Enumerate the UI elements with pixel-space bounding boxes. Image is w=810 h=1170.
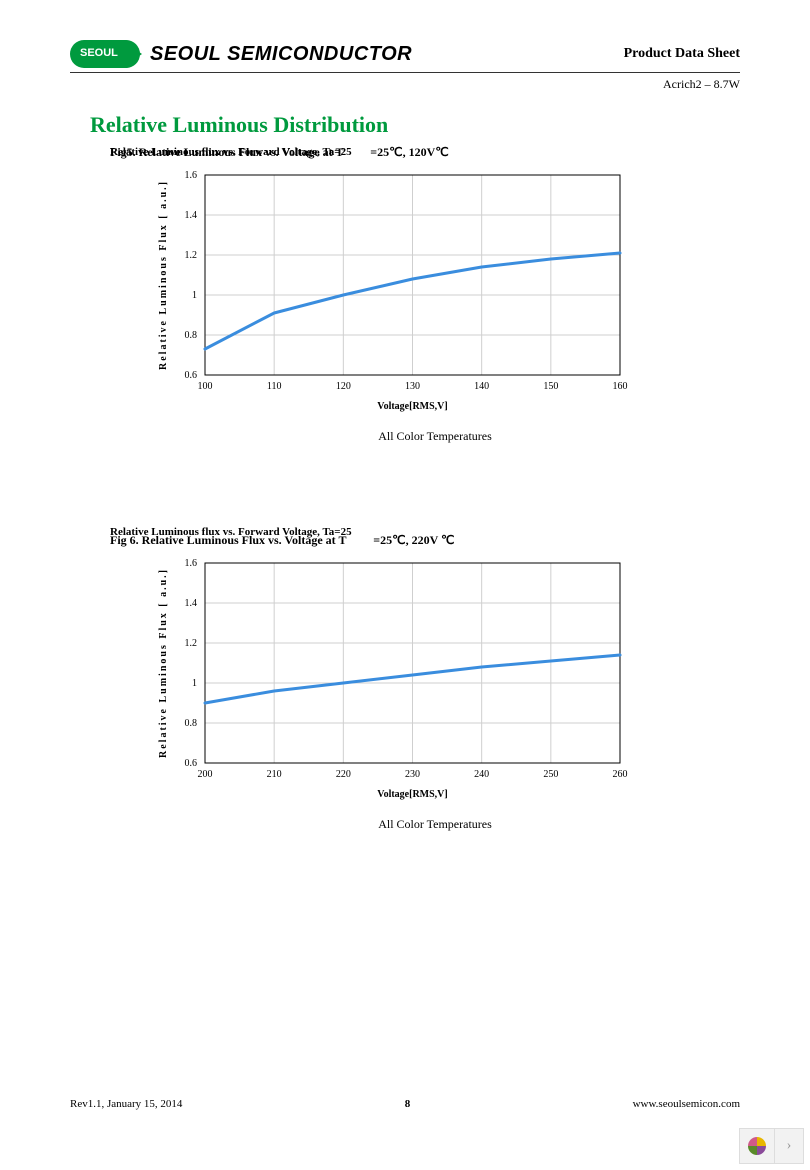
svg-text:150: 150	[543, 381, 558, 392]
svg-text:1.6: 1.6	[185, 170, 198, 181]
pinwheel-icon	[740, 1129, 774, 1163]
fig6-chart-container: 200 210 220 230 240 250 260 0.6 0.8 1 1.2 1.4 1.6 Vol…	[150, 553, 740, 803]
svg-text:140: 140	[474, 381, 489, 392]
svg-text:0.6: 0.6	[185, 758, 198, 769]
svg-text:210: 210	[267, 769, 282, 780]
svg-text:160: 160	[613, 381, 628, 392]
fig5-title: Fig5. Relative Luminous Flux vs. Voltage…	[110, 146, 740, 159]
svg-text:0.8: 0.8	[185, 330, 198, 341]
svg-text:0.6: 0.6	[185, 370, 198, 381]
fig6-title-overlap: Relative Luminous flux vs. Forward Volta…	[110, 526, 352, 538]
svg-text:Voltage[RMS,V]: Voltage[RMS,V]	[377, 401, 447, 412]
product-data-sheet-label: Product Data Sheet	[624, 46, 740, 62]
logo-arrow	[132, 47, 142, 61]
section-title: Relative Luminous Distribution	[90, 112, 740, 138]
fig5-title-suffix: =25℃, 120V℃	[370, 145, 448, 159]
fig5-caption: All Color Temperatures	[130, 429, 740, 444]
svg-text:Relative Luminous Flux [ a.u.]: Relative Luminous Flux [ a.u.]	[158, 568, 169, 758]
svg-text:1.4: 1.4	[185, 598, 198, 609]
svg-text:200: 200	[198, 769, 213, 780]
svg-text:100: 100	[198, 381, 213, 392]
fig6-title: Relative Luminous flux vs. Forward Volta…	[110, 534, 740, 547]
fig6-caption: All Color Temperatures	[130, 817, 740, 832]
corner-widget[interactable]: ›	[739, 1128, 804, 1164]
fig6-chart: 200 210 220 230 240 250 260 0.6 0.8 1 1.2 1.4 1.6 Vol…	[150, 553, 630, 803]
svg-text:1.4: 1.4	[185, 210, 198, 221]
seoul-logo	[70, 40, 140, 68]
page-header: SEOUL SEMICONDUCTOR Product Data Sheet	[70, 40, 740, 73]
company-name: SEOUL SEMICONDUCTOR	[150, 43, 624, 66]
svg-text:Relative Luminous Flux [ a.u.]: Relative Luminous Flux [ a.u.]	[158, 180, 169, 370]
svg-text:Voltage[RMS,V]: Voltage[RMS,V]	[377, 789, 447, 800]
svg-text:230: 230	[405, 769, 420, 780]
fig5-chart-container: 100 110 120 130 140 150 160 0.6 0.8 1 1.2 1.4 1.6 Vol…	[150, 165, 740, 415]
page-footer: Rev1.1, January 15, 2014 8 www.seoulsemi…	[70, 1098, 740, 1110]
page-number: 8	[405, 1098, 411, 1110]
svg-text:1: 1	[192, 290, 197, 301]
svg-text:1.2: 1.2	[185, 250, 198, 261]
revision-label: Rev1.1, January 15, 2014	[70, 1098, 182, 1110]
fig5-title-overlap: Relative Luminous flux vs. Forward Volta…	[110, 146, 352, 158]
svg-text:0.8: 0.8	[185, 718, 198, 729]
svg-text:120: 120	[336, 381, 351, 392]
chevron-right-icon[interactable]: ›	[774, 1129, 803, 1163]
svg-text:1.2: 1.2	[185, 638, 198, 649]
svg-text:260: 260	[613, 769, 628, 780]
product-subhead: Acrich2 – 8.7W	[70, 77, 740, 92]
fig5-chart: 100 110 120 130 140 150 160 0.6 0.8 1 1.2 1.4 1.6 Vol…	[150, 165, 630, 415]
svg-text:250: 250	[543, 769, 558, 780]
footer-url: www.seoulsemicon.com	[633, 1098, 740, 1110]
fig6-title-suffix: =25℃, 220V ℃	[373, 533, 454, 547]
svg-text:240: 240	[474, 769, 489, 780]
svg-text:1: 1	[192, 678, 197, 689]
svg-text:220: 220	[336, 769, 351, 780]
svg-text:130: 130	[405, 381, 420, 392]
svg-text:110: 110	[267, 381, 282, 392]
svg-text:1.6: 1.6	[185, 558, 198, 569]
